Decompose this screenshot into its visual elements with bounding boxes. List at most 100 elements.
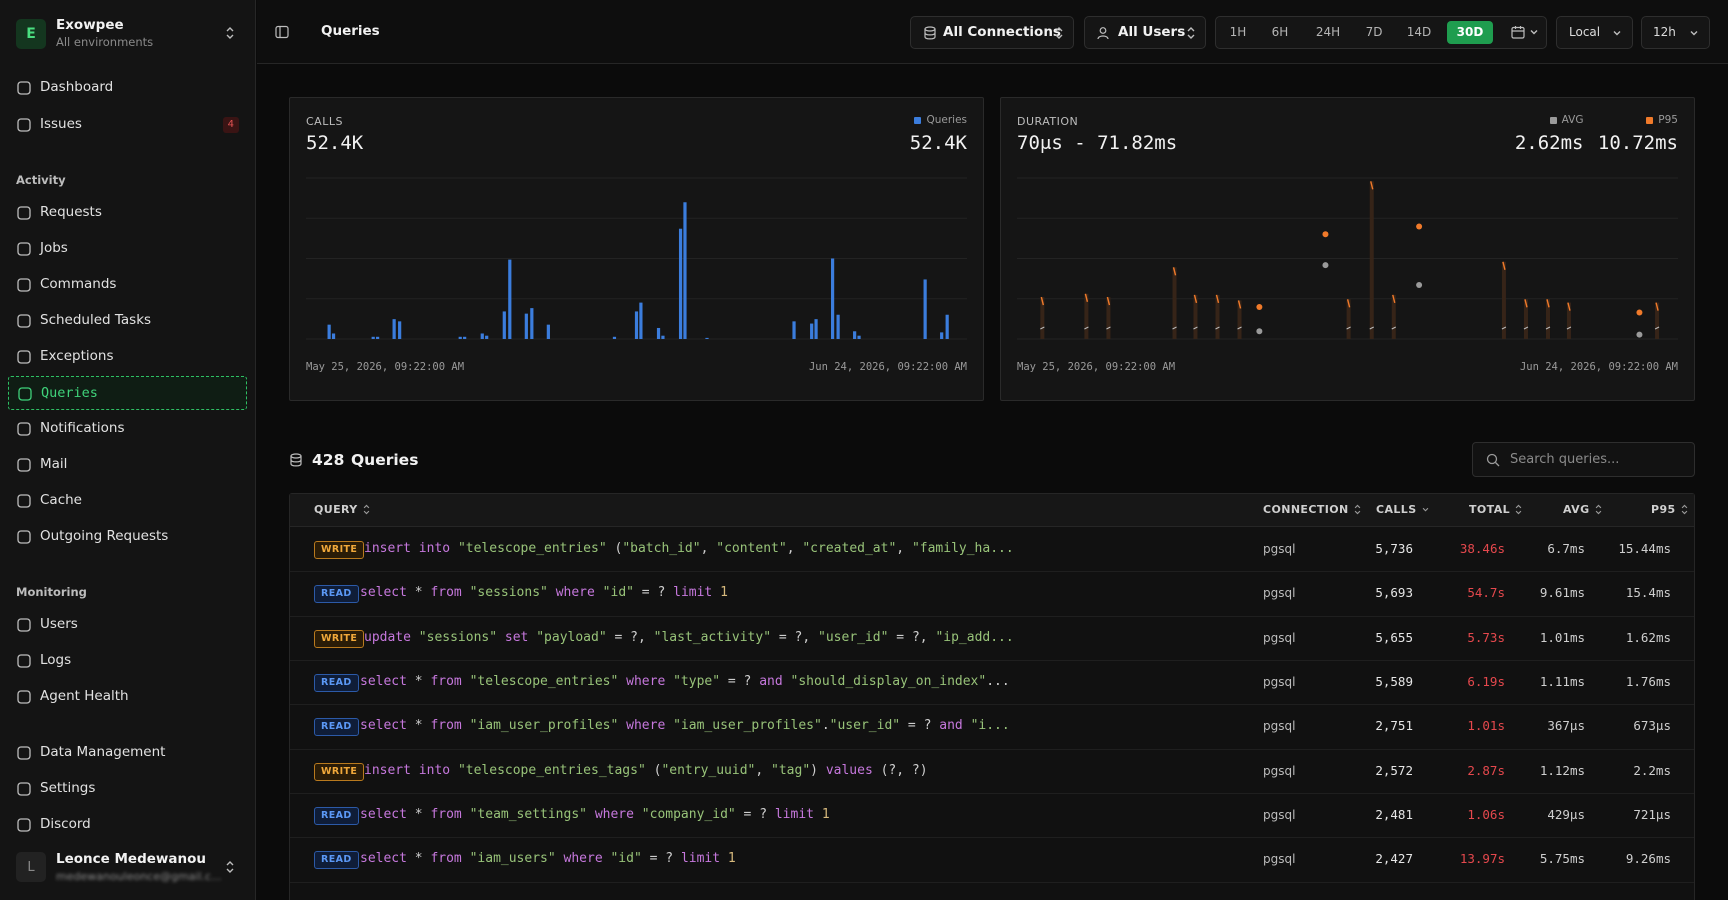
sort-icon <box>1354 504 1360 515</box>
sql-token: = ? <box>720 674 760 690</box>
nav-label: Queries <box>41 385 98 401</box>
op-badge: WRITE <box>314 762 365 781</box>
table-row[interactable]: WRITE update "sessions" set "payload" = ?… <box>290 617 1694 662</box>
handle <box>1495 462 1500 467</box>
table-row[interactable]: WRITE insert into "telescope_entries_tags… <box>290 750 1694 795</box>
bar <box>634 311 639 339</box>
range-line <box>1524 299 1528 308</box>
nav-icon <box>17 690 31 704</box>
nav-item[interactable]: Data Management <box>8 736 247 770</box>
total: 6.19s <box>1467 674 1505 690</box>
nav-item[interactable]: Outgoing Requests <box>8 520 247 554</box>
range-bar <box>1655 302 1660 339</box>
org-name[interactable]: Exowpee <box>56 17 124 33</box>
range-group[interactable]: 1H 6H 24H 7D 14D 30D <box>1215 16 1547 49</box>
sql-token <box>462 585 470 600</box>
nav-item[interactable]: Logs <box>8 644 247 678</box>
sort-icon <box>1595 504 1601 515</box>
sql-token: = ?, <box>606 629 654 645</box>
range-line <box>1193 294 1198 304</box>
bar <box>836 314 840 339</box>
range-line <box>1654 326 1660 330</box>
column-label: CONNECTION <box>1263 503 1349 516</box>
column-header[interactable]: AVG <box>1563 503 1605 516</box>
chevron <box>1422 507 1428 512</box>
nav-item[interactable]: Requests <box>8 196 247 230</box>
chart-summary: 70μs - 71.82ms <box>1017 132 1178 154</box>
sort-icon <box>1422 507 1428 512</box>
table-row[interactable]: READ select * from "telescope_entries" wh… <box>290 661 1694 706</box>
nav-item[interactable]: Users <box>8 608 247 642</box>
table-row[interactable]: READ select * from "iam_user_profiles" wh… <box>290 705 1694 750</box>
user-icon <box>1097 27 1109 40</box>
nav-item[interactable]: Jobs <box>8 232 247 266</box>
dropdown[interactable]: All Users <box>1084 16 1206 49</box>
legend-label: AVG <box>1561 114 1584 126</box>
point <box>1636 309 1643 316</box>
sql-token: "payload" <box>536 629 607 645</box>
point <box>1322 262 1329 269</box>
table-row[interactable]: READ select * from "team_settings" where … <box>290 794 1694 839</box>
range-button[interactable]: 24H <box>1315 25 1341 39</box>
column-header[interactable]: P95 <box>1651 503 1691 516</box>
sql-token: "type" <box>673 674 721 690</box>
range-button[interactable]: 6H <box>1271 25 1289 39</box>
bar <box>945 314 949 339</box>
sql-token: * <box>406 718 431 734</box>
sql-token <box>665 718 673 733</box>
nav-item[interactable]: Mail <box>8 448 247 482</box>
nav-label: Commands <box>40 276 117 292</box>
nav-icon <box>17 618 31 632</box>
range-line <box>1346 326 1351 330</box>
nav-item[interactable]: Discord <box>8 808 247 842</box>
connection: pgsql <box>1263 808 1296 823</box>
list-count: 428 <box>312 451 345 469</box>
column-header[interactable]: CALLS <box>1376 503 1432 516</box>
dropdown[interactable]: All Connections <box>910 16 1074 49</box>
sql-token: update <box>364 629 411 645</box>
sql-token: "i... <box>970 718 1010 734</box>
sql-token: = ?, <box>771 629 819 645</box>
nav-item[interactable]: Agent Health <box>8 680 247 714</box>
nav-item[interactable]: Cache <box>8 484 247 518</box>
calls: 2,572 <box>1375 762 1413 778</box>
dropdown[interactable]: 12h <box>1641 16 1710 49</box>
range-button[interactable]: 7D <box>1365 25 1383 39</box>
range-line <box>1237 300 1242 309</box>
column-header[interactable]: CONNECTION <box>1263 503 1364 516</box>
nav-item[interactable]: Queries <box>8 376 247 410</box>
nav-item[interactable]: Scheduled Tasks <box>8 304 247 338</box>
nav-icon <box>17 530 31 544</box>
nav-item[interactable]: Issues 4 <box>8 108 247 142</box>
range-button[interactable]: 1H <box>1229 25 1247 39</box>
connection: pgsql <box>1263 542 1296 556</box>
range-line <box>1370 181 1374 190</box>
user-name[interactable]: Leonce Medewanou <box>56 851 206 867</box>
nav-item[interactable]: Notifications <box>8 412 247 446</box>
legend-label: Queries <box>926 114 967 126</box>
search-box[interactable]: Search queries... <box>1472 442 1695 477</box>
table-row[interactable]: WRITE insert into "telescope_entries" ("b… <box>290 528 1694 573</box>
column-header[interactable]: TOTAL <box>1469 503 1525 516</box>
p95: 721μs <box>1633 807 1671 823</box>
nav-icon <box>17 654 31 668</box>
dropdown[interactable]: Local <box>1556 16 1633 49</box>
sql-token: set <box>504 629 529 645</box>
point <box>1416 223 1423 230</box>
table-row[interactable]: READ select * from "iam_users" where "id"… <box>290 838 1694 883</box>
nav-item[interactable]: Settings <box>8 772 247 806</box>
nav-item[interactable]: Exceptions <box>8 340 247 374</box>
op-badge: WRITE <box>314 541 365 559</box>
op-badge: READ <box>314 807 359 826</box>
nav-label: Mail <box>40 456 68 472</box>
p95: 2.2ms <box>1633 762 1671 778</box>
nav-item[interactable]: Dashboard <box>8 71 247 105</box>
range-button[interactable]: 14D <box>1406 25 1432 39</box>
table-row[interactable]: READ select * from "sessions" where "id" … <box>290 572 1694 617</box>
range-button[interactable]: 30D <box>1447 21 1493 44</box>
range-line <box>1391 326 1396 330</box>
chart-card: DURATION 70μs - 71.82ms P95 10.72ms AVG 2.62m… <box>1000 97 1695 401</box>
sql-token: "id" <box>602 585 634 601</box>
nav-item[interactable]: Commands <box>8 268 247 302</box>
column-header[interactable]: QUERY <box>314 503 373 516</box>
